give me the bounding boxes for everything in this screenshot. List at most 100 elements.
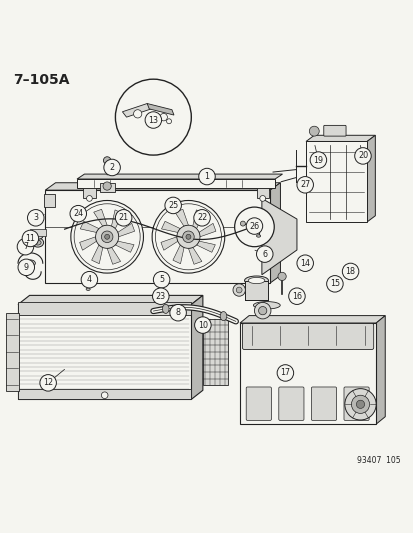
Circle shape xyxy=(22,230,38,247)
Ellipse shape xyxy=(220,312,226,321)
Polygon shape xyxy=(161,237,177,251)
Circle shape xyxy=(234,207,273,247)
FancyBboxPatch shape xyxy=(45,190,269,283)
Circle shape xyxy=(101,231,113,243)
Circle shape xyxy=(152,200,224,273)
Polygon shape xyxy=(269,183,280,283)
Ellipse shape xyxy=(244,276,268,285)
Polygon shape xyxy=(366,135,375,222)
Text: 12: 12 xyxy=(43,378,53,387)
Text: 21: 21 xyxy=(118,213,128,222)
Circle shape xyxy=(85,277,91,284)
Circle shape xyxy=(276,365,293,381)
Ellipse shape xyxy=(34,240,41,245)
Text: 7: 7 xyxy=(23,242,28,251)
Ellipse shape xyxy=(32,232,43,239)
FancyBboxPatch shape xyxy=(246,387,271,421)
Text: 8: 8 xyxy=(175,308,180,317)
Text: 93407  105: 93407 105 xyxy=(356,456,400,465)
FancyBboxPatch shape xyxy=(242,324,373,350)
Text: 2: 2 xyxy=(109,163,114,172)
Circle shape xyxy=(194,317,211,333)
Text: 18: 18 xyxy=(345,267,355,276)
FancyBboxPatch shape xyxy=(100,183,114,192)
Text: 14: 14 xyxy=(299,259,309,268)
Text: 9: 9 xyxy=(24,263,29,272)
Circle shape xyxy=(27,209,44,226)
Circle shape xyxy=(95,225,119,248)
Circle shape xyxy=(356,400,364,408)
Polygon shape xyxy=(261,198,296,274)
Polygon shape xyxy=(192,210,204,229)
FancyBboxPatch shape xyxy=(278,387,303,421)
Circle shape xyxy=(115,209,132,226)
Circle shape xyxy=(164,197,181,214)
Circle shape xyxy=(169,304,186,321)
Circle shape xyxy=(152,288,169,304)
Circle shape xyxy=(115,79,191,155)
FancyBboxPatch shape xyxy=(6,313,19,391)
Circle shape xyxy=(156,289,164,297)
Circle shape xyxy=(193,209,210,226)
Ellipse shape xyxy=(256,235,260,237)
Ellipse shape xyxy=(86,288,90,290)
Ellipse shape xyxy=(32,238,43,247)
Polygon shape xyxy=(77,174,282,179)
Ellipse shape xyxy=(25,260,35,266)
Circle shape xyxy=(103,182,111,190)
Circle shape xyxy=(354,148,370,164)
Circle shape xyxy=(185,235,190,239)
FancyBboxPatch shape xyxy=(244,280,268,300)
Text: 19: 19 xyxy=(313,156,323,165)
Circle shape xyxy=(81,271,97,288)
Polygon shape xyxy=(188,247,202,264)
Circle shape xyxy=(258,306,266,315)
Ellipse shape xyxy=(248,278,264,284)
Text: 24: 24 xyxy=(73,209,83,218)
Text: 27: 27 xyxy=(299,180,310,189)
Circle shape xyxy=(326,276,342,292)
Text: 23: 23 xyxy=(155,292,166,301)
Polygon shape xyxy=(191,295,202,399)
Circle shape xyxy=(86,196,92,201)
Text: 5: 5 xyxy=(159,275,164,284)
Text: 6: 6 xyxy=(261,249,267,259)
Circle shape xyxy=(256,246,272,262)
Text: 3: 3 xyxy=(33,213,38,222)
Polygon shape xyxy=(175,209,188,226)
Polygon shape xyxy=(305,135,375,141)
FancyBboxPatch shape xyxy=(44,195,55,207)
Circle shape xyxy=(240,221,245,226)
Text: 10: 10 xyxy=(197,320,207,329)
FancyBboxPatch shape xyxy=(77,179,274,188)
Text: 22: 22 xyxy=(197,213,206,222)
Polygon shape xyxy=(147,103,173,115)
Circle shape xyxy=(246,218,262,235)
Circle shape xyxy=(166,119,171,124)
Circle shape xyxy=(104,235,109,239)
Circle shape xyxy=(342,263,358,280)
Circle shape xyxy=(182,231,194,243)
FancyBboxPatch shape xyxy=(30,229,46,236)
Text: 25: 25 xyxy=(168,201,178,210)
Circle shape xyxy=(153,271,169,288)
Circle shape xyxy=(236,287,242,293)
Polygon shape xyxy=(18,295,202,304)
Circle shape xyxy=(344,389,375,420)
Circle shape xyxy=(71,200,143,273)
Polygon shape xyxy=(91,245,102,264)
Circle shape xyxy=(17,238,33,255)
Text: 1: 1 xyxy=(204,172,209,181)
Circle shape xyxy=(296,255,313,271)
Circle shape xyxy=(145,112,161,128)
Circle shape xyxy=(18,259,34,276)
FancyBboxPatch shape xyxy=(305,141,366,222)
Polygon shape xyxy=(240,316,385,323)
Polygon shape xyxy=(122,103,151,117)
FancyBboxPatch shape xyxy=(256,188,268,198)
Text: 11: 11 xyxy=(25,234,36,243)
Polygon shape xyxy=(107,247,120,264)
Text: 4: 4 xyxy=(87,275,92,284)
FancyBboxPatch shape xyxy=(18,389,191,399)
Circle shape xyxy=(309,126,318,136)
